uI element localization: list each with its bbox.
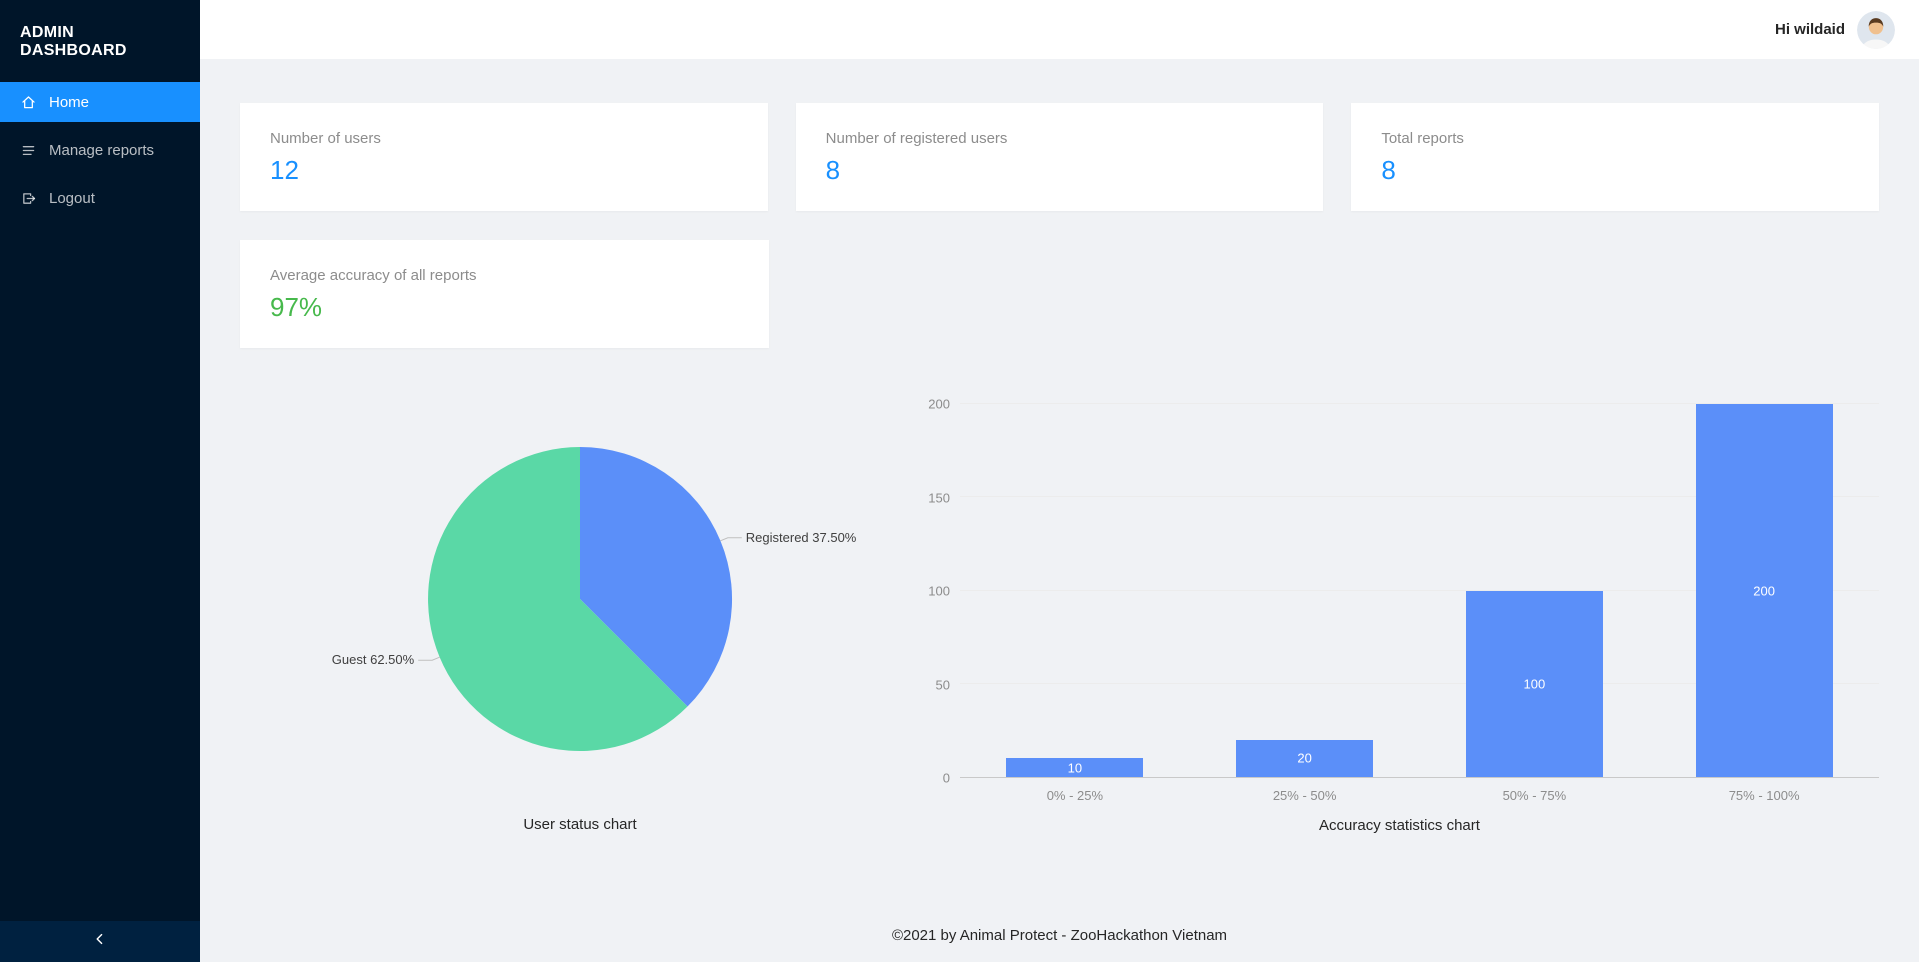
y-tick-label: 100 bbox=[928, 583, 950, 599]
bar-plot: 10 20 100 200 bbox=[960, 403, 1879, 778]
bar-value-label: 10 bbox=[1067, 760, 1083, 776]
bar-slot: 20 bbox=[1190, 404, 1420, 777]
bar-x-axis: 0% - 25% 25% - 50% 50% - 75% 75% - 100% bbox=[920, 778, 1879, 803]
content: Number of users 12 Number of registered … bbox=[200, 59, 1919, 962]
sidebar-item-label: Logout bbox=[49, 189, 95, 207]
gridline bbox=[960, 682, 1879, 684]
user-avatar[interactable] bbox=[1857, 10, 1895, 49]
bar-x-labels: 0% - 25% 25% - 50% 50% - 75% 75% - 100% bbox=[960, 778, 1879, 803]
bar-chart: 0 50 100 150 200 10 20 100 200 bbox=[920, 398, 1879, 785]
stat-card-registered-users: Number of registered users 8 bbox=[795, 103, 1324, 211]
stat-label: Average accuracy of all reports bbox=[270, 267, 477, 284]
stats-row-2: Average accuracy of all reports 97% bbox=[240, 240, 1879, 348]
gridline bbox=[960, 589, 1879, 591]
bar-0%-25%: 10 bbox=[1006, 758, 1144, 777]
bar-slot: 100 bbox=[1420, 404, 1650, 777]
stat-value: 97% bbox=[270, 292, 323, 322]
pie-slice-label: Guest 62.50% bbox=[332, 652, 415, 667]
sidebar-title: ADMIN DASHBOARD bbox=[20, 24, 127, 59]
bar-chart-title: Accuracy statistics chart bbox=[1319, 817, 1480, 834]
bar-slot: 200 bbox=[1649, 404, 1879, 777]
stat-value: 8 bbox=[1381, 155, 1396, 185]
chevron-left-icon bbox=[92, 931, 108, 952]
bar-75%-100%: 200 bbox=[1695, 404, 1833, 777]
stat-card-average-accuracy: Average accuracy of all reports 97% bbox=[240, 240, 769, 348]
y-tick-label: 200 bbox=[928, 396, 950, 412]
bar-value-label: 100 bbox=[1523, 676, 1546, 692]
x-category-label: 50% - 75% bbox=[1502, 788, 1567, 803]
sidebar-item-label: Manage reports bbox=[49, 141, 155, 159]
sidebar-item-manage-reports[interactable]: Manage reports bbox=[0, 130, 200, 170]
bar-value-label: 20 bbox=[1297, 750, 1312, 766]
x-category-label: 0% - 25% bbox=[1046, 788, 1104, 803]
stat-value: 8 bbox=[825, 155, 841, 185]
pie-chart: Registered 37.50% Guest 62.50% bbox=[332, 447, 857, 751]
collapse-sidebar-button[interactable] bbox=[0, 921, 200, 962]
logout-icon bbox=[20, 190, 37, 207]
bar-25%-50%: 20 bbox=[1236, 739, 1374, 777]
stat-label: Number of registered users bbox=[825, 130, 1008, 147]
home-icon bbox=[20, 94, 37, 111]
y-tick-label: 50 bbox=[935, 677, 950, 692]
bar-slot: 10 bbox=[960, 404, 1190, 777]
bar-50%-75%: 100 bbox=[1465, 590, 1603, 777]
pie-slice-guest bbox=[428, 447, 688, 751]
reports-icon bbox=[20, 142, 37, 159]
user-avatar-image bbox=[1857, 10, 1895, 49]
sidebar-item-home[interactable]: Home bbox=[0, 82, 200, 122]
footer: ©2021 by Animal Protect - ZooHackathon V… bbox=[240, 915, 1879, 962]
sidebar-menu: Home Manage reports Logout bbox=[0, 82, 200, 226]
pie-label-connector bbox=[720, 537, 742, 542]
stats-row: Number of users 12 Number of registered … bbox=[240, 103, 1880, 211]
stat-card-number-of-users: Number of users 12 bbox=[240, 103, 768, 211]
stat-label: Number of users bbox=[270, 130, 381, 147]
bar-value-label: 200 bbox=[1753, 583, 1775, 598]
user-greeting: Hi wildaid bbox=[1774, 21, 1845, 38]
bar-chart-section: 0 50 100 150 200 10 20 100 200 0% - 25% 25% - 50… bbox=[920, 398, 1879, 834]
gridline bbox=[960, 496, 1879, 498]
main-area: Hi wildaid Number of users 12 Number of … bbox=[200, 0, 1919, 962]
footer-text: ©2021 by Animal Protect - ZooHackathon V… bbox=[891, 927, 1228, 944]
bar-y-axis: 0 50 100 150 200 bbox=[920, 398, 960, 785]
topbar: Hi wildaid bbox=[200, 0, 1919, 59]
sidebar: ADMIN DASHBOARD Home Manage reports Logo… bbox=[0, 0, 200, 962]
sidebar-item-logout[interactable]: Logout bbox=[0, 178, 200, 218]
pie-slice-registered bbox=[580, 447, 733, 707]
x-category-label: 75% - 100% bbox=[1728, 788, 1800, 803]
stat-label: Total reports bbox=[1381, 130, 1464, 147]
pie-chart-section: Registered 37.50% Guest 62.50% User statu… bbox=[240, 444, 920, 833]
pie-slice-label: Registered 37.50% bbox=[746, 530, 857, 545]
y-tick-label: 0 bbox=[942, 770, 950, 786]
sidebar-item-label: Home bbox=[49, 93, 90, 111]
pie-chart-title: User status chart bbox=[523, 816, 637, 833]
stat-value: 12 bbox=[270, 155, 299, 185]
x-category-label: 25% - 50% bbox=[1272, 788, 1337, 803]
pie-label-connector bbox=[418, 656, 440, 661]
gridline bbox=[960, 403, 1879, 404]
stat-card-total-reports: Total reports 8 bbox=[1351, 103, 1880, 211]
bar-x-axis-spacer bbox=[920, 778, 960, 803]
y-tick-label: 150 bbox=[928, 490, 950, 505]
charts-row: Registered 37.50% Guest 62.50% User statu… bbox=[240, 398, 1879, 834]
